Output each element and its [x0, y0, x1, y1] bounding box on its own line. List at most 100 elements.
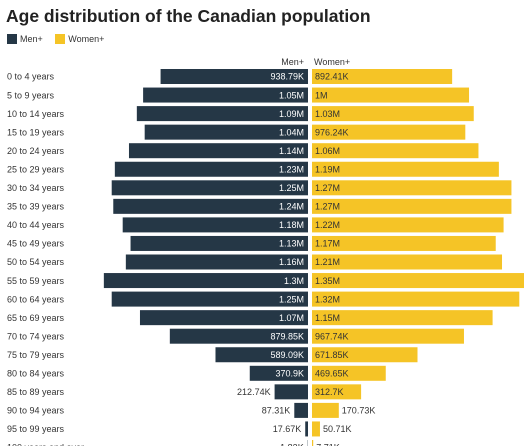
category-label: 55 to 59 years	[7, 276, 65, 286]
bar-women	[312, 365, 386, 381]
bar-men	[114, 161, 308, 177]
data-label-men: 1.25M	[279, 294, 304, 304]
data-label-women: 312.7K	[315, 387, 344, 397]
column-header-men: Men+	[281, 57, 304, 67]
data-label-men: 1.18M	[279, 220, 304, 230]
bar-men	[136, 106, 308, 122]
bar-men	[128, 143, 308, 159]
data-label-women: 1.35M	[315, 276, 340, 286]
data-label-men: 1.07M	[279, 313, 304, 323]
bar-women	[312, 235, 496, 251]
data-label-women: 1.17M	[315, 239, 340, 249]
bar-men	[113, 198, 308, 214]
data-label-men: 938.79K	[270, 72, 304, 82]
category-label: 100 years and over	[7, 443, 84, 446]
bar-women	[312, 87, 470, 103]
data-label-women: 1.06M	[315, 146, 340, 156]
data-label-women: 892.41K	[315, 72, 349, 82]
bar-men	[139, 310, 308, 326]
data-label-men: 1.04M	[279, 127, 304, 137]
bar-men	[111, 291, 308, 307]
data-label-men: 1.05M	[279, 90, 304, 100]
data-label-men: 589.09K	[270, 350, 304, 360]
bar-men	[274, 384, 308, 400]
category-label: 45 to 49 years	[7, 239, 65, 249]
data-label-men: 1.3M	[284, 276, 304, 286]
data-label-women: 170.73K	[342, 406, 376, 416]
bar-men	[111, 180, 308, 196]
data-label-men: 1.16M	[279, 257, 304, 267]
category-label: 50 to 54 years	[7, 257, 65, 267]
data-label-women: 1.32M	[315, 294, 340, 304]
data-label-women: 1.15M	[315, 313, 340, 323]
bar-men	[130, 235, 308, 251]
bar-women	[312, 161, 499, 177]
bar-men	[305, 421, 308, 437]
bar-women	[312, 310, 493, 326]
bar-men	[143, 87, 308, 103]
category-label: 25 to 29 years	[7, 164, 65, 174]
bar-women	[312, 347, 418, 363]
legend-swatch-men	[7, 34, 17, 44]
bar-men	[169, 328, 308, 344]
category-label: 30 to 34 years	[7, 183, 65, 193]
legend-item-women[interactable]: Women+	[55, 34, 104, 44]
category-label: 5 to 9 years	[7, 90, 55, 100]
category-label: 35 to 39 years	[7, 202, 65, 212]
data-label-women: 671.85K	[315, 350, 349, 360]
column-header-women: Women+	[314, 57, 350, 67]
data-label-men: 370.9K	[275, 369, 304, 379]
legend-label-women: Women+	[68, 34, 105, 44]
chart-title: Age distribution of the Canadian populat…	[6, 6, 371, 26]
data-label-men: 1.13M	[279, 239, 304, 249]
data-label-men: 879.85K	[270, 331, 304, 341]
bar-women	[312, 328, 464, 344]
data-label-women: 1M	[315, 90, 328, 100]
bar-women	[312, 124, 466, 140]
data-label-men: 1.14M	[279, 146, 304, 156]
data-label-women: 1.27M	[315, 202, 340, 212]
bar-men	[144, 124, 308, 140]
category-label: 40 to 44 years	[7, 220, 65, 230]
data-label-women: 469.65K	[315, 369, 349, 379]
bar-men	[160, 69, 308, 84]
category-label: 70 to 74 years	[7, 331, 65, 341]
data-label-men: 1.09M	[279, 109, 304, 119]
data-label-women: 1.03M	[315, 109, 340, 119]
legend: Men+ Women+	[7, 34, 114, 46]
data-label-men: 1.24M	[279, 202, 304, 212]
data-label-women: 1.19M	[315, 164, 340, 174]
bar-women	[312, 254, 503, 270]
data-label-men: 87.31K	[262, 406, 291, 416]
data-label-men: 1.23M	[279, 164, 304, 174]
bar-women	[312, 106, 474, 122]
bar-women	[312, 273, 524, 289]
category-label: 20 to 24 years	[7, 146, 65, 156]
data-label-men: 17.67K	[273, 424, 302, 434]
category-label: 90 to 94 years	[7, 406, 65, 416]
category-label: 75 to 79 years	[7, 350, 65, 360]
category-label: 65 to 69 years	[7, 313, 65, 323]
bar-women	[312, 143, 479, 159]
bar-women	[312, 217, 504, 233]
category-label: 10 to 14 years	[7, 109, 65, 119]
category-label: 80 to 84 years	[7, 369, 65, 379]
data-label-men: 1.83K	[280, 443, 304, 446]
legend-label-men: Men+	[20, 34, 43, 44]
chart-rows: 0 to 4 years 938.79K 892.41K 5 to 9 years 1.…	[7, 69, 524, 446]
data-label-men: 212.74K	[237, 387, 271, 397]
bar-men	[294, 402, 308, 418]
data-label-women: 967.74K	[315, 331, 349, 341]
bar-women	[312, 180, 512, 196]
data-label-women: 1.27M	[315, 183, 340, 193]
bar-men	[103, 273, 308, 289]
category-label: 85 to 89 years	[7, 387, 65, 397]
data-label-men: 1.25M	[279, 183, 304, 193]
category-label: 95 to 99 years	[7, 424, 65, 434]
bar-women	[312, 69, 453, 84]
bar-women	[312, 198, 512, 214]
bar-women	[312, 402, 339, 418]
legend-item-men[interactable]: Men+	[7, 34, 43, 44]
bar-men	[249, 365, 308, 381]
